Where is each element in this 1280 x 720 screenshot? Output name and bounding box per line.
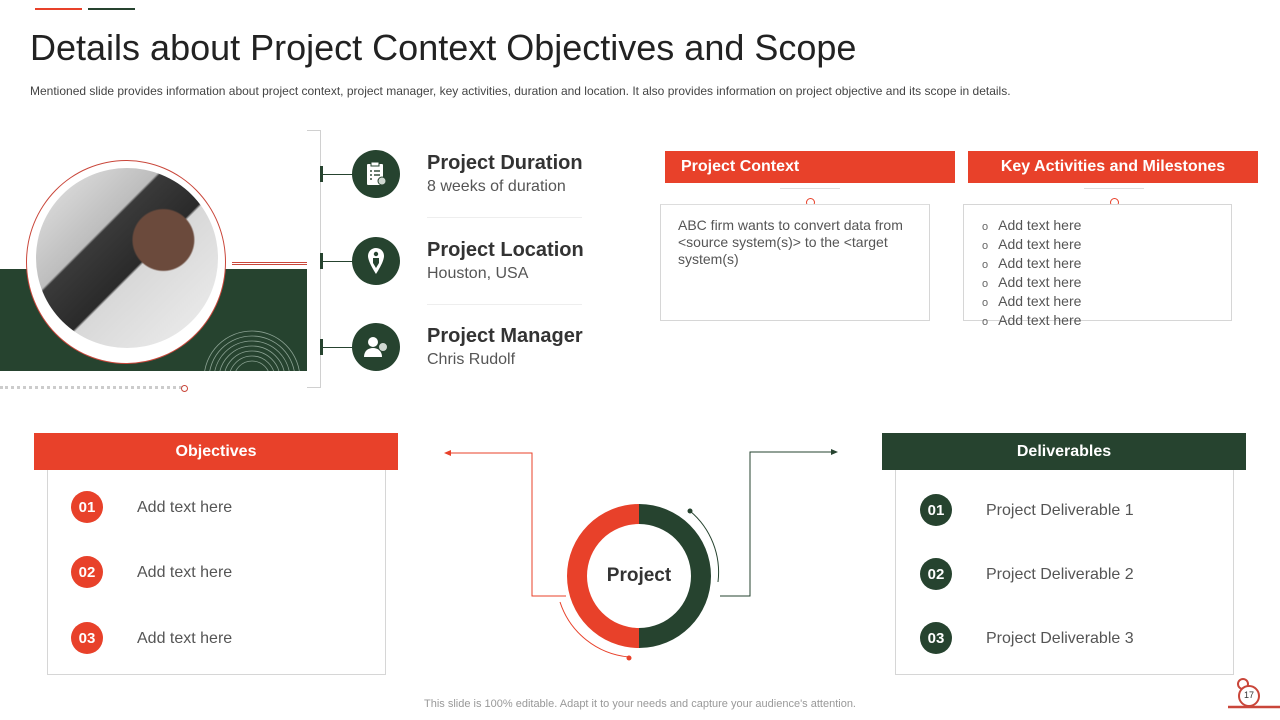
deliverable-text: Project Deliverable 1 [986, 502, 1134, 519]
footer-note: This slide is 100% editable. Adapt it to… [424, 698, 856, 710]
deliverable-number: 03 [920, 622, 952, 654]
objective-text: Add text here [137, 564, 233, 581]
project-context-box: ABC firm wants to convert data from <sou… [660, 204, 930, 321]
deliverable-text: Project Deliverable 3 [986, 630, 1134, 647]
photo-woman-at-computer [36, 168, 218, 348]
key-activities-box: Add text here Add text here Add text her… [963, 204, 1232, 328]
list-item: Add text here [982, 217, 1213, 236]
project-center-label: Project [606, 565, 672, 586]
objective-text: Add text here [137, 630, 233, 647]
deliverable-number: 02 [920, 558, 952, 590]
objective-number: 01 [71, 491, 103, 523]
info-value: Houston, USA [427, 265, 529, 282]
page-title: Details about Project Context Objectives… [30, 27, 857, 68]
list-item: Add text here [982, 255, 1213, 274]
context-text: ABC firm wants to convert data from <sou… [678, 217, 903, 267]
top-accent-red [35, 8, 82, 10]
deliverable-number: 01 [920, 494, 952, 526]
connector-line [232, 262, 307, 265]
list-item: Add text here [982, 293, 1213, 312]
dot-marker [181, 385, 188, 392]
person-clock-icon [352, 323, 400, 371]
objectives-header: Objectives [34, 433, 398, 470]
activities-list: Add text here Add text here Add text her… [982, 217, 1213, 331]
checklist-clock-icon [352, 150, 400, 198]
page-number: 17 [1243, 690, 1254, 700]
connector [780, 188, 840, 189]
location-pin-icon [352, 237, 400, 285]
project-context-header: Project Context [665, 151, 955, 183]
info-title: Project Location [427, 239, 584, 261]
list-item: Add text here [982, 274, 1213, 293]
page-number-badge-icon [1228, 678, 1280, 709]
deliverable-text: Project Deliverable 2 [986, 566, 1134, 583]
list-item: Add text here [982, 312, 1213, 331]
objective-number: 02 [71, 556, 103, 588]
connector [1084, 188, 1144, 189]
info-value: 8 weeks of duration [427, 178, 566, 195]
objective-number: 03 [71, 622, 103, 654]
top-accent-green [88, 8, 135, 10]
page-subtitle: Mentioned slide provides information abo… [30, 84, 1011, 98]
concentric-arcs-decoration [204, 330, 300, 371]
info-title: Project Manager [427, 325, 583, 347]
info-title: Project Duration [427, 152, 583, 174]
info-value: Chris Rudolf [427, 351, 516, 368]
dotted-line [0, 386, 182, 390]
objectives-box [47, 470, 386, 675]
deliverables-header: Deliverables [882, 433, 1246, 470]
key-activities-header: Key Activities and Milestones [968, 151, 1258, 183]
objective-text: Add text here [137, 499, 233, 516]
list-item: Add text here [982, 236, 1213, 255]
